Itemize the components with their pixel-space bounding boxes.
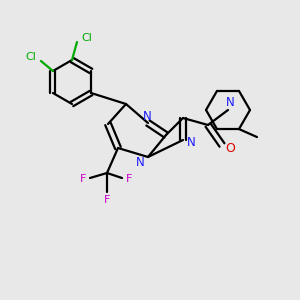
Text: Cl: Cl: [26, 52, 36, 62]
Text: N: N: [142, 110, 152, 122]
Text: F: F: [104, 195, 110, 205]
Text: N: N: [136, 155, 144, 169]
Text: N: N: [226, 95, 234, 109]
Text: N: N: [187, 136, 195, 149]
Text: Cl: Cl: [82, 33, 92, 43]
Text: F: F: [80, 174, 86, 184]
Text: O: O: [225, 142, 235, 155]
Text: F: F: [126, 174, 132, 184]
